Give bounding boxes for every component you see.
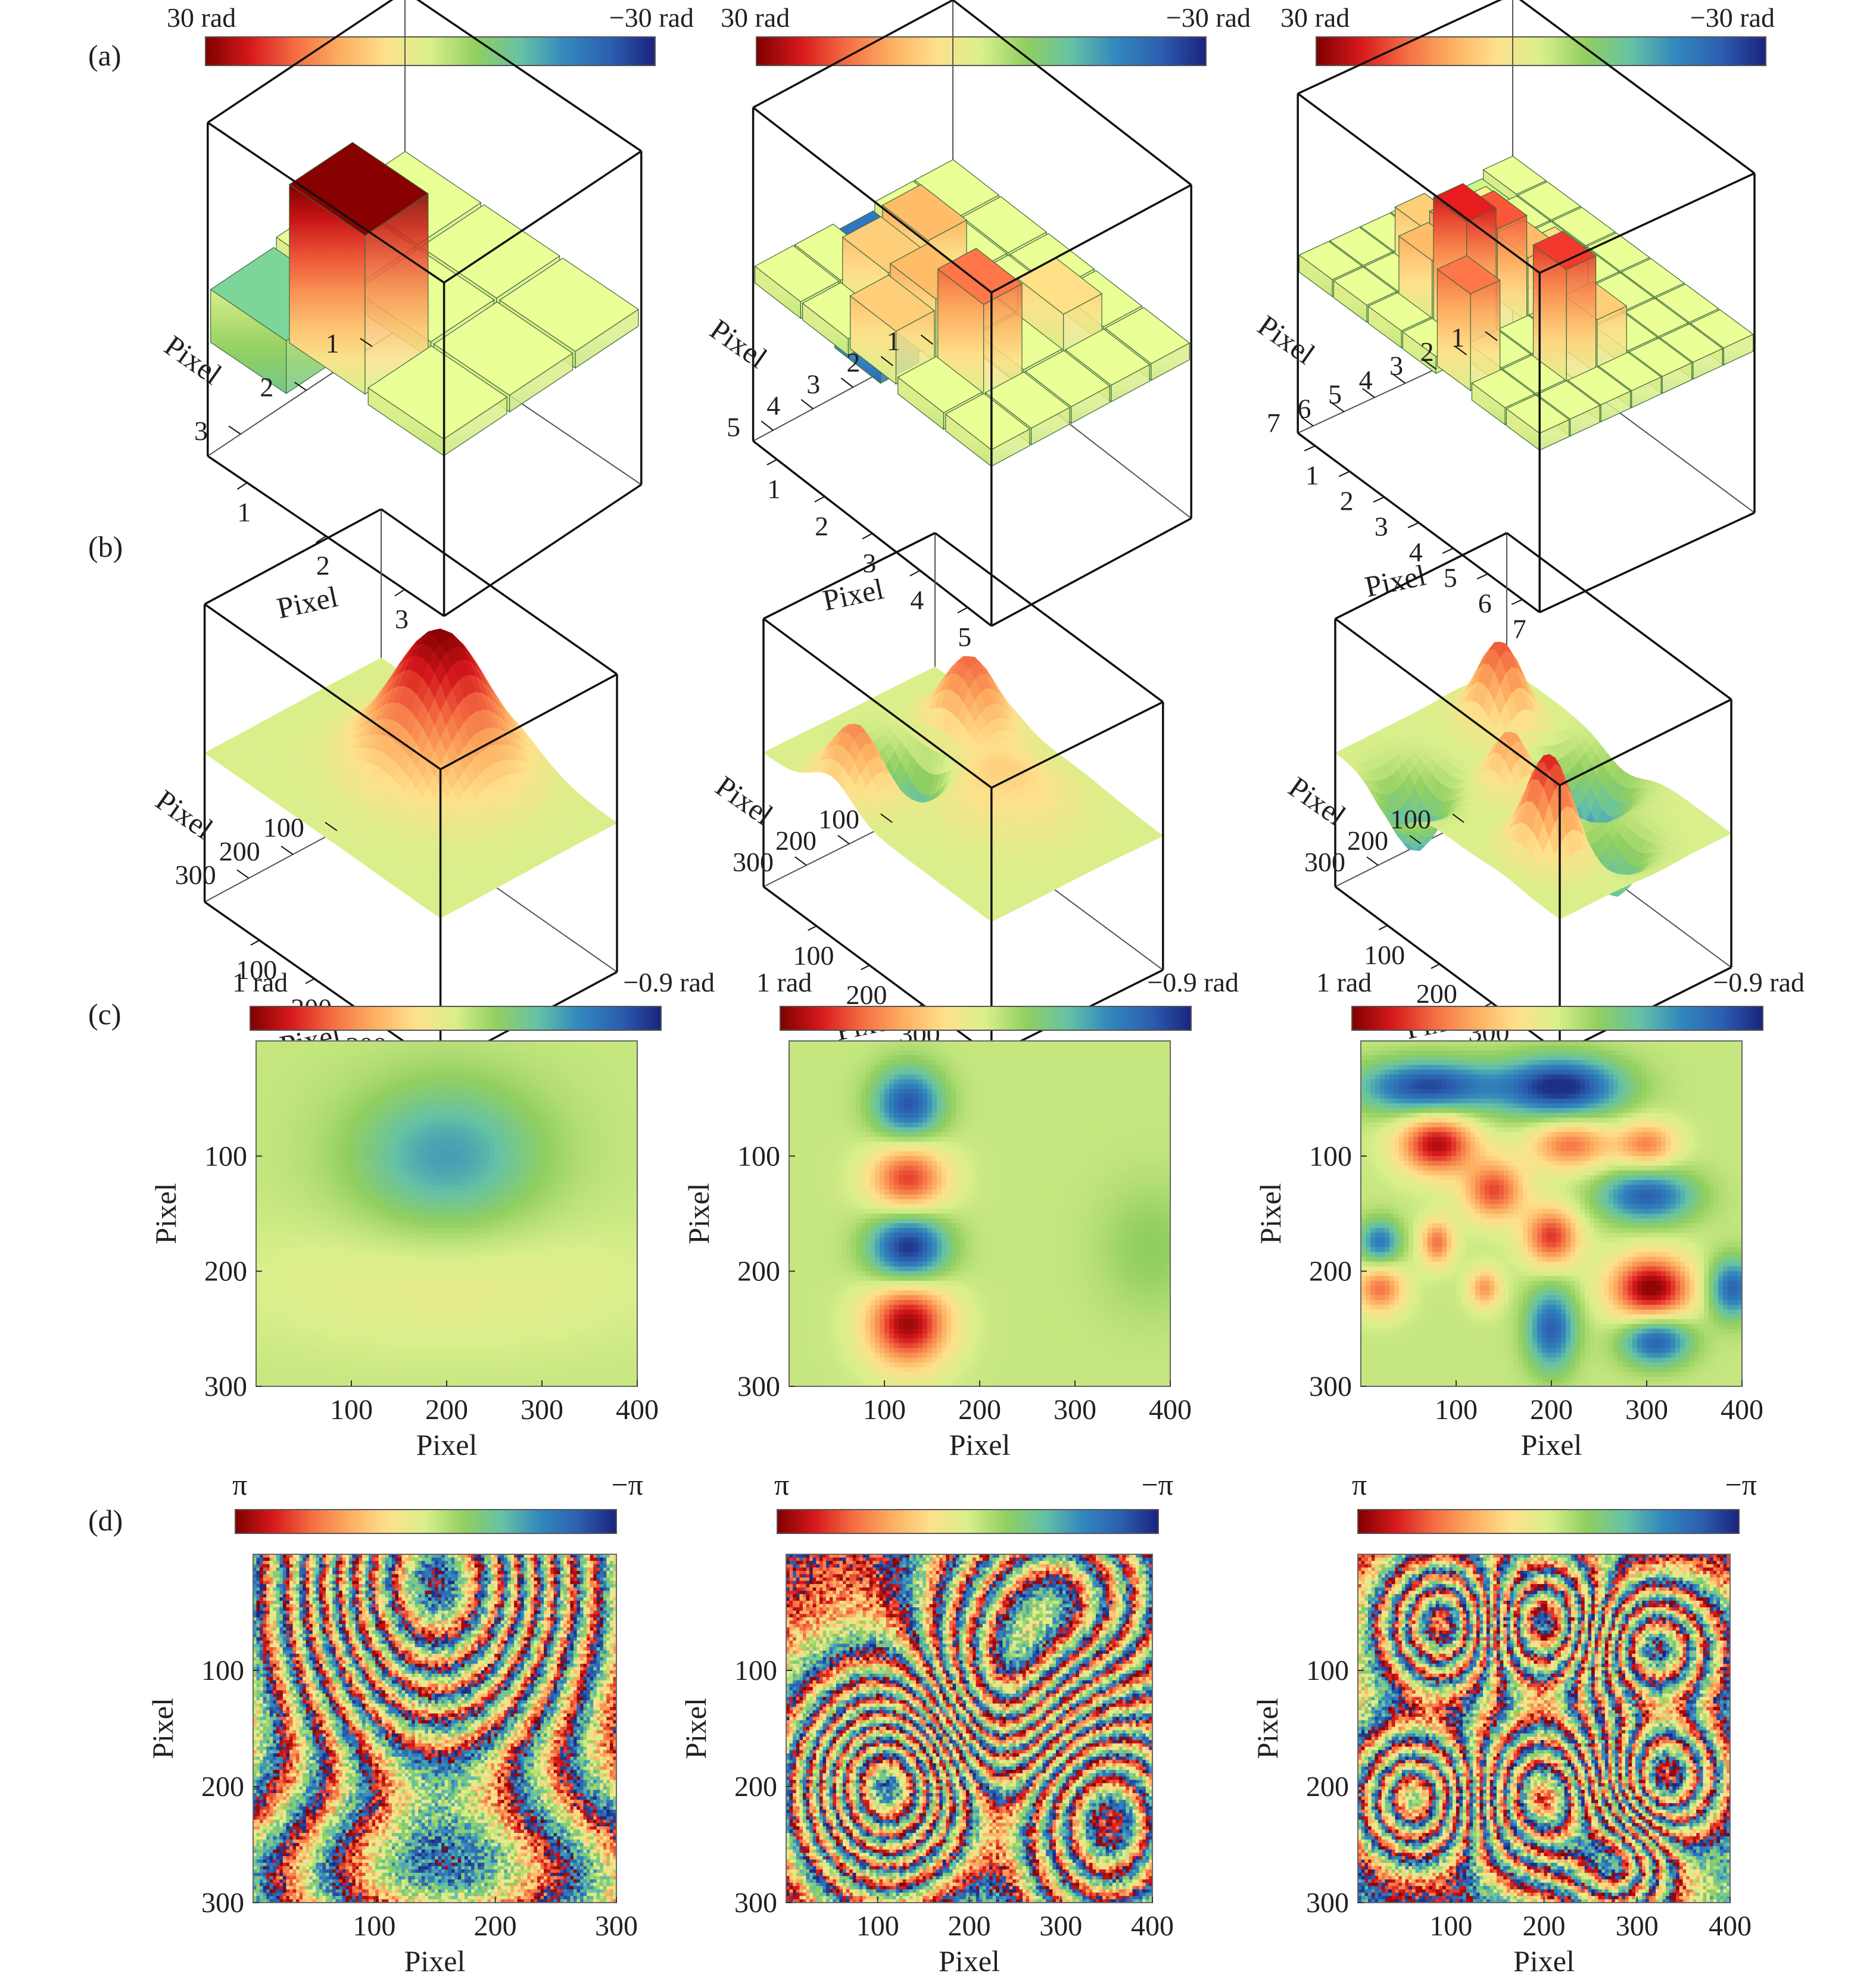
bar3d-3-ytick-label: 7 — [1267, 407, 1280, 438]
colorbar-a1-max-label: 30 rad — [167, 2, 236, 33]
bar3d-2-xlabel: Pixel — [819, 572, 886, 617]
surface — [205, 629, 617, 918]
bar3d-2-ytick — [761, 421, 773, 431]
row-label-c: (c) — [88, 997, 121, 1031]
bar3d-2-xtick-label: 4 — [910, 585, 924, 615]
bar3d-2-ytick-label: 4 — [766, 390, 780, 420]
bar3d-3-xtick-label: 2 — [1340, 486, 1354, 516]
colorbar-a1-strip — [205, 37, 655, 66]
bar3d-1-xtick — [237, 483, 247, 490]
bar3d-3-xtick — [1512, 600, 1522, 604]
row-label-a: (a) — [88, 39, 121, 72]
bar3d-2-xtick-label: 1 — [767, 474, 781, 504]
colorbar-a2-strip — [756, 37, 1206, 66]
bar3d-3-xtick — [1477, 574, 1488, 579]
bar3d-3-xtick — [1304, 446, 1315, 451]
bar3d-2-ytick-label: 3 — [806, 369, 820, 399]
bar3d-3-xtick — [1339, 472, 1350, 476]
bar3d-2-box-edge — [992, 519, 1191, 626]
colorbar-a1: 30 rad −30 rad — [167, 2, 694, 66]
figure: (a) (b) (c) (d) 30 rad −30 rad 30 rad −3… — [0, 0, 1876, 1986]
bar3d-1-ytick-label: 3 — [194, 416, 208, 446]
bar3d-2-ytick-label: 5 — [727, 412, 740, 442]
colorbar-a3-strip — [1316, 37, 1766, 66]
colorbar-a3-max-label: 30 rad — [1280, 2, 1350, 33]
colorbar-a2-min-label: −30 rad — [1166, 2, 1251, 33]
row-label-b: (b) — [88, 530, 123, 563]
bar3d-3-ylabel: Pixel — [1252, 308, 1321, 371]
colorbar-a3: 30 rad −30 rad — [1280, 2, 1775, 66]
bar3d-2-ylabel: Pixel — [704, 312, 773, 375]
bar3d-3-xtick-label: 5 — [1444, 563, 1457, 593]
bar3d-3-xtick-label: 6 — [1478, 588, 1492, 619]
bar3d-1-xtick — [395, 590, 405, 596]
bar — [1437, 255, 1500, 391]
colorbar-a2: 30 rad −30 rad — [721, 2, 1251, 66]
bar3d-2-xtick-label: 5 — [958, 622, 971, 652]
bar3d-2-ytick — [841, 378, 853, 388]
bar — [289, 142, 428, 394]
bar3d-2-xtick-label: 2 — [815, 511, 828, 541]
bar3d-1-xtick-label: 3 — [395, 604, 409, 634]
bar3d-3-xtick-label: 3 — [1375, 512, 1388, 542]
bar3d-1-ytick-label: 2 — [260, 372, 273, 402]
bar3d-3-xtick — [1408, 523, 1419, 528]
bar3d-3-box-edge — [1540, 513, 1755, 612]
bar3d-2-xtick — [862, 534, 872, 539]
bar3d-1-xlabel: Pixel — [274, 579, 341, 625]
bar3d-2-xtick — [958, 607, 968, 613]
row-label-d: (d) — [88, 1504, 123, 1537]
bar3d-1-xtick-label: 2 — [316, 550, 330, 581]
bar3d-1-xtick-label: 1 — [237, 497, 251, 528]
colorbar-a1-min-label: −30 rad — [609, 2, 694, 33]
bar3d-1-box-edge — [444, 485, 641, 616]
bar3d-3-xlabel: Pixel — [1362, 558, 1429, 603]
bar3d-3-xtick-label: 7 — [1513, 614, 1526, 644]
bar3d-1-box-edge — [405, 0, 641, 151]
bar3d-2-xtick — [910, 570, 920, 576]
bar3d-3-xtick — [1373, 497, 1384, 502]
bar3d-2-ytick-label: 2 — [846, 347, 860, 378]
bar3d-1-ytick-label: 1 — [326, 328, 339, 358]
bar3d-2-xtick — [767, 460, 777, 465]
bar3d-2-box-edge — [953, 0, 1191, 185]
bar3d-2-ytick — [801, 400, 813, 409]
bar3d-1-ytick — [229, 426, 241, 434]
colorbar-a3-min-label: −30 rad — [1690, 2, 1775, 33]
bar3d-2-ytick-label: 1 — [886, 326, 900, 356]
bar3d-3-xtick — [1442, 548, 1453, 553]
bar3d-3-xtick-label: 1 — [1305, 460, 1319, 491]
colorbar-a2-max-label: 30 rad — [721, 2, 790, 33]
bar3d-2-xtick — [815, 497, 825, 502]
bar-face — [1566, 256, 1595, 388]
